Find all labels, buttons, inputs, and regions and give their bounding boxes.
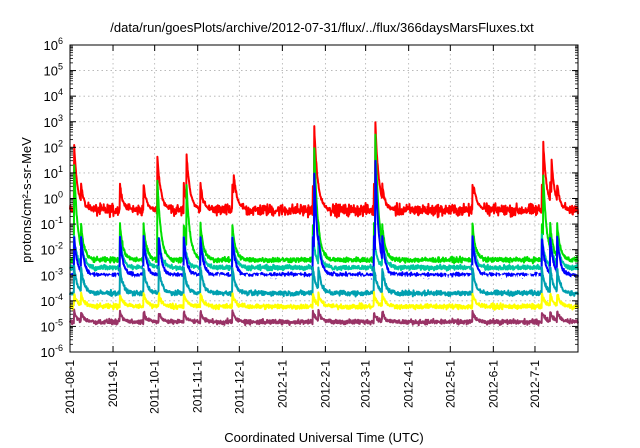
y-tick-label: 10-2 xyxy=(41,241,63,258)
series-layer xyxy=(69,121,579,327)
x-tick-label: 2012-6-1 xyxy=(486,360,500,408)
y-tick-label: 103 xyxy=(44,113,63,130)
y-tick-label: 106 xyxy=(44,36,63,53)
x-tick-label: 2011-9-1 xyxy=(106,360,120,407)
y-tick-label: 10-3 xyxy=(41,266,63,283)
x-axis-label: Coordinated Universal Time (UTC) xyxy=(224,430,423,445)
series-line-3 xyxy=(69,233,579,272)
y-tick-label: 102 xyxy=(44,138,63,155)
x-tick-label: 2012-5-1 xyxy=(443,360,457,408)
x-tick-label: 2012-4-1 xyxy=(402,360,416,408)
y-tick-label: 100 xyxy=(44,190,63,207)
series-line-1 xyxy=(69,121,579,219)
y-axis: 10-6 10-5 10-4 10-3 10-2 10-1 100 101 102 103 104 1… xyxy=(41,36,578,360)
x-tick-label: 2011-11-1 xyxy=(191,360,205,413)
x-tick-label: 2012-3-1 xyxy=(359,360,373,408)
y-axis-label: protons/cm²-s-sr-MeV xyxy=(19,137,34,263)
y-tick-label: 105 xyxy=(44,62,63,79)
series-line-4 xyxy=(69,159,579,280)
y-tick-label: 104 xyxy=(44,87,63,104)
series-line-7 xyxy=(69,291,579,311)
x-tick-label: 2011-12-1 xyxy=(232,360,246,414)
x-tick-label: 2012-7-1 xyxy=(528,360,542,408)
series-line-5 xyxy=(69,265,579,282)
y-tick-label: 10-6 xyxy=(41,343,63,360)
chart-title: /data/run/goesPlots/archive/2012-07-31/f… xyxy=(110,20,534,35)
y-tick-label: 10-5 xyxy=(41,317,63,334)
y-tick-label: 101 xyxy=(44,164,63,181)
x-tick-label: 2011-08-1 xyxy=(63,360,77,414)
x-axis: 2011-08-1 2011-9-1 2011-10-1 2011-11-1 2011-… xyxy=(63,45,542,414)
x-tick-label: 2012-2-1 xyxy=(318,360,332,408)
series-line-2 xyxy=(69,133,579,265)
x-tick-label: 2012-1-1 xyxy=(275,360,289,408)
x-tick-label: 2011-10-1 xyxy=(148,360,162,414)
series-line-8 xyxy=(69,308,579,327)
series-line-6 xyxy=(69,264,579,298)
y-tick-label: 10-1 xyxy=(41,215,63,232)
y-tick-label: 10-4 xyxy=(41,292,63,309)
